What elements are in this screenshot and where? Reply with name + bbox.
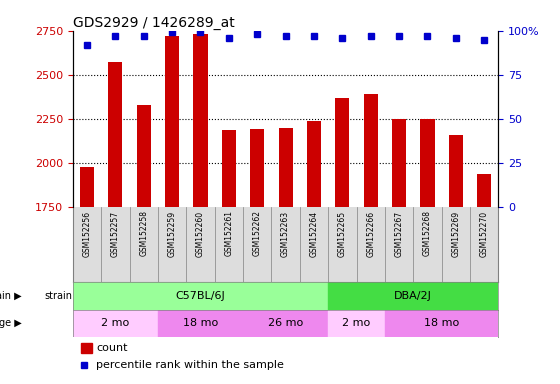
- Text: strain ▶: strain ▶: [0, 291, 22, 301]
- Text: 18 mo: 18 mo: [183, 318, 218, 328]
- Text: GSM152258: GSM152258: [139, 210, 148, 257]
- Text: GSM152262: GSM152262: [253, 210, 262, 257]
- Text: GSM152269: GSM152269: [451, 210, 460, 257]
- Bar: [137, 104, 151, 207]
- Text: strain: strain: [45, 291, 73, 301]
- Text: GSM152261: GSM152261: [225, 210, 234, 257]
- Bar: [80, 167, 94, 207]
- Bar: [385, 310, 498, 337]
- Text: GSM152257: GSM152257: [111, 210, 120, 257]
- Bar: [363, 94, 378, 207]
- Bar: [165, 36, 179, 207]
- Text: 18 mo: 18 mo: [424, 318, 459, 328]
- Bar: [158, 310, 243, 337]
- Text: GSM152259: GSM152259: [167, 210, 176, 257]
- Text: GSM152267: GSM152267: [395, 210, 404, 257]
- Text: GSM152260: GSM152260: [196, 210, 205, 257]
- Text: 26 mo: 26 mo: [268, 318, 303, 328]
- Bar: [250, 129, 264, 207]
- Text: count: count: [96, 343, 128, 353]
- Text: GSM152268: GSM152268: [423, 210, 432, 257]
- Text: GSM152264: GSM152264: [310, 210, 319, 257]
- Text: C57BL/6J: C57BL/6J: [176, 291, 225, 301]
- Text: GSM152263: GSM152263: [281, 210, 290, 257]
- Bar: [421, 119, 435, 207]
- Bar: [328, 310, 385, 337]
- Bar: [449, 136, 463, 207]
- Bar: [73, 282, 328, 310]
- Bar: [477, 174, 491, 207]
- Bar: [335, 98, 349, 207]
- Bar: [222, 130, 236, 207]
- Text: GSM152256: GSM152256: [82, 210, 91, 257]
- Text: 2 mo: 2 mo: [101, 318, 129, 328]
- Text: 2 mo: 2 mo: [342, 318, 371, 328]
- Bar: [81, 343, 92, 353]
- Text: GSM152270: GSM152270: [480, 210, 489, 257]
- Bar: [328, 282, 498, 310]
- Text: GSM152265: GSM152265: [338, 210, 347, 257]
- Bar: [243, 310, 328, 337]
- Bar: [108, 62, 123, 207]
- Text: percentile rank within the sample: percentile rank within the sample: [96, 360, 284, 370]
- Bar: [392, 119, 406, 207]
- Bar: [73, 310, 158, 337]
- Text: GSM152266: GSM152266: [366, 210, 375, 257]
- Text: GDS2929 / 1426289_at: GDS2929 / 1426289_at: [73, 16, 235, 30]
- Bar: [278, 128, 293, 207]
- Bar: [307, 121, 321, 207]
- Text: DBA/2J: DBA/2J: [394, 291, 432, 301]
- Bar: [193, 34, 208, 207]
- Text: age ▶: age ▶: [0, 318, 22, 328]
